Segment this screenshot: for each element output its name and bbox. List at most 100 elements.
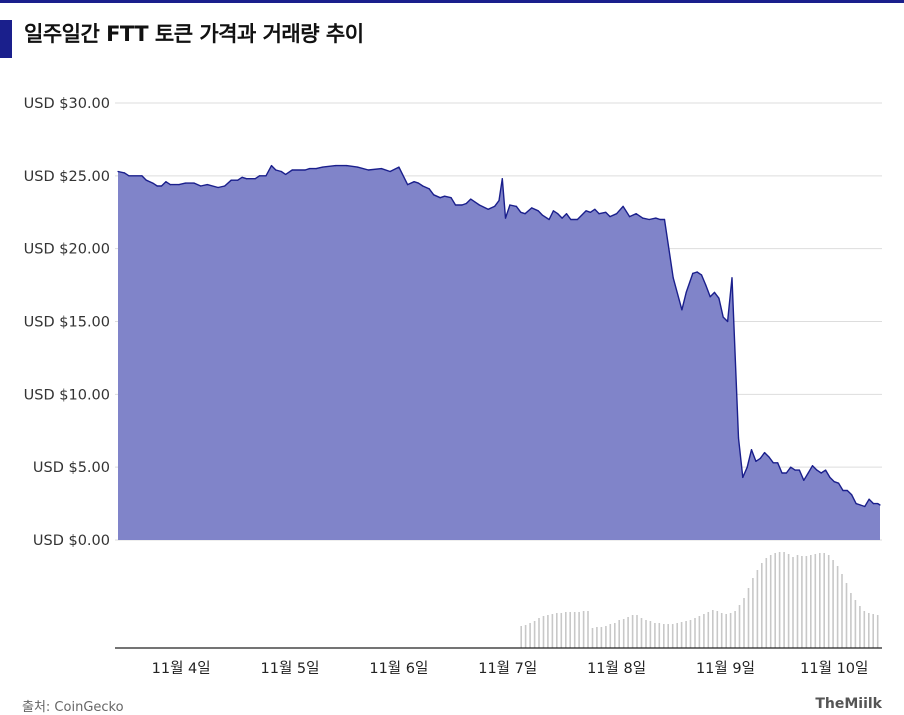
chart-title: 일주일간 FTT 토큰 가격과 거래량 추이 [24, 22, 364, 46]
volume-bar [836, 566, 839, 648]
price-area [118, 165, 880, 540]
price-point [291, 169, 293, 171]
price-point [552, 210, 555, 212]
price-point [846, 489, 848, 492]
price-point [855, 503, 857, 505]
volume-bar [529, 623, 531, 648]
price-point [709, 296, 711, 298]
price-point [470, 198, 472, 200]
price-point [335, 165, 337, 167]
volume-bar [582, 611, 585, 648]
price-point [315, 168, 317, 170]
volume-bar [591, 628, 594, 648]
volume-bar [778, 552, 781, 648]
y-tick-label: USD $0.00 [33, 533, 110, 549]
title-accent-bar [0, 20, 12, 58]
price-point [160, 185, 163, 187]
price-point [454, 204, 457, 206]
price-point [275, 169, 277, 171]
volume-bar [542, 616, 545, 648]
volume-bar [747, 588, 750, 648]
price-point [768, 456, 770, 458]
price-point [520, 211, 522, 213]
volume-bar [645, 620, 647, 648]
price-point [820, 472, 822, 474]
price-point [356, 166, 359, 168]
volume-bar [631, 615, 634, 648]
price-point [509, 204, 511, 206]
volume-bar [676, 623, 678, 648]
price-point [156, 185, 158, 187]
price-point [245, 178, 248, 180]
price-point [224, 185, 226, 187]
price-point [504, 217, 507, 219]
volume-bar [703, 614, 705, 648]
volume-bar [863, 611, 866, 648]
volume-bar [787, 554, 790, 648]
volume-bar [801, 556, 803, 648]
price-point [524, 213, 526, 215]
volume-bar [841, 574, 843, 648]
volume-bar [725, 614, 727, 648]
volume-bar [832, 560, 834, 648]
price-point [117, 170, 119, 173]
price-point [616, 213, 618, 215]
volume-bar [823, 553, 825, 648]
price-point [811, 465, 814, 467]
volume-bar [533, 621, 536, 648]
volume-bar [654, 623, 656, 648]
price-point [346, 165, 348, 167]
x-tick-label: 11월 6일 [369, 660, 428, 677]
price-point [794, 469, 796, 471]
price-point [265, 175, 267, 177]
volume-bar [556, 613, 558, 648]
volume-bar [876, 615, 879, 648]
volume-bar [596, 627, 598, 648]
price-point [672, 277, 674, 279]
price-point [772, 462, 774, 464]
price-point [803, 479, 805, 481]
price-point [594, 208, 596, 210]
price-point [864, 505, 866, 508]
price-point [755, 460, 757, 462]
volume-bar [663, 624, 665, 648]
price-point [461, 204, 463, 206]
price-point [548, 218, 550, 221]
price-point [152, 182, 154, 184]
volume-bar [671, 624, 674, 648]
volume-bar [707, 612, 710, 648]
price-point [807, 472, 809, 474]
price-point [398, 166, 400, 168]
publisher-logo: TheMiilk [815, 696, 882, 712]
price-point [742, 476, 744, 478]
price-point [785, 472, 788, 474]
y-tick-label: USD $15.00 [24, 315, 110, 331]
price-point [816, 469, 818, 471]
volume-bar [520, 626, 522, 648]
volume-bar [640, 618, 643, 648]
price-point [561, 217, 563, 219]
volume-bar [792, 557, 794, 648]
price-point [230, 179, 232, 181]
price-point [322, 166, 324, 168]
price-point [642, 217, 644, 219]
price-point [825, 469, 827, 471]
price-point [200, 185, 202, 187]
source-note: 출처: CoinGecko [22, 700, 124, 715]
volume-bar [850, 593, 852, 648]
price-point [859, 504, 862, 506]
price-point [838, 482, 840, 484]
volume-bar [796, 555, 799, 648]
price-point [128, 175, 130, 177]
price-point [428, 188, 430, 190]
price-point [494, 205, 496, 207]
price-point [692, 272, 694, 274]
volume-bar [734, 611, 736, 648]
price-point [655, 217, 657, 219]
price-point [169, 184, 171, 186]
volume-bar [609, 624, 612, 648]
volume-bar [587, 611, 589, 648]
volume-bar [845, 583, 848, 648]
x-tick-label: 11월 10일 [800, 660, 868, 677]
